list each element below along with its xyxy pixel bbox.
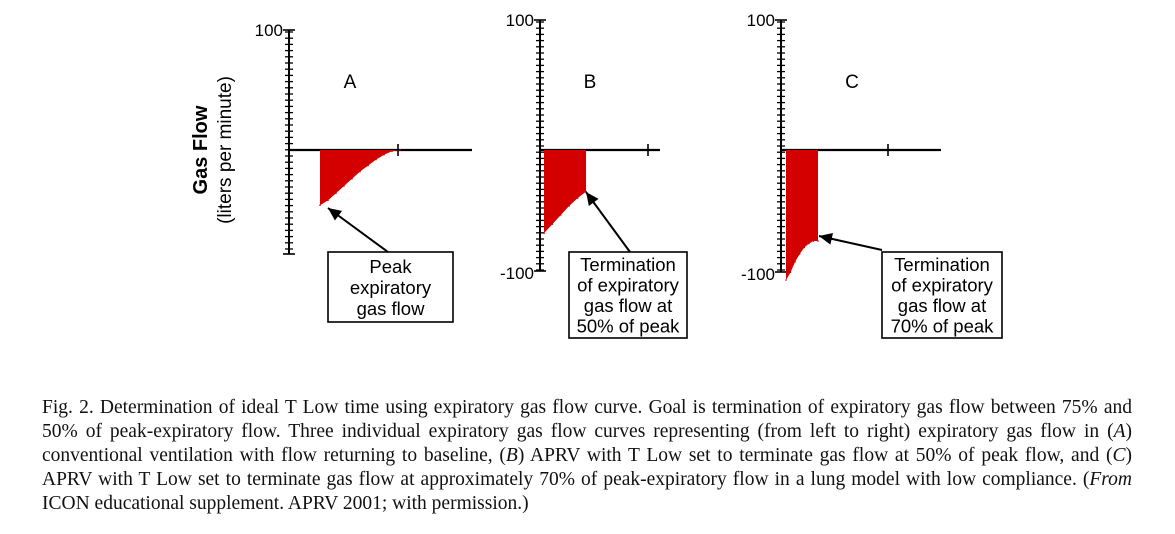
annotation-text: Termination xyxy=(580,254,676,275)
annotation-box xyxy=(327,251,454,323)
flow-point xyxy=(327,199,329,202)
flow-point xyxy=(367,164,369,167)
annotation-text: expiratory xyxy=(350,277,432,298)
flow-point xyxy=(808,242,810,245)
flow-point xyxy=(794,261,796,263)
arrow-head xyxy=(819,232,833,245)
flow-point xyxy=(789,271,792,274)
flow-point xyxy=(568,205,570,207)
flow-point xyxy=(812,240,815,242)
y-tick-label: 100 xyxy=(747,11,775,30)
annotation-box xyxy=(881,251,1003,339)
panel-label: B xyxy=(584,72,597,93)
y-axis-title-bold: Gas Flow xyxy=(190,105,212,194)
y-tick-label: 100 xyxy=(506,11,534,30)
arrow-head xyxy=(328,208,343,221)
flow-area xyxy=(320,150,400,206)
flow-point xyxy=(351,178,353,180)
caption-from: From xyxy=(1089,468,1132,490)
flow-point xyxy=(543,232,545,234)
flow-point xyxy=(785,279,787,281)
annotation-text: gas flow at xyxy=(898,295,986,316)
caption-text: ICON educational supplement. APRV 2001; … xyxy=(42,492,529,514)
figure-panels: Gas Flow (liters per minute) 100 A Peakexp… xyxy=(190,11,1003,339)
flow-point xyxy=(803,246,806,249)
caption-text: ) conventional ventilation with flow ret… xyxy=(42,420,1132,466)
flow-point xyxy=(375,158,377,161)
flow-point xyxy=(335,192,337,194)
annotation-text: of expiratory xyxy=(577,275,680,296)
annotation-text: of expiratory xyxy=(891,275,994,296)
caption-ref-b: B xyxy=(505,444,518,466)
caption-text: Fig. 2. Determination of ideal T Low tim… xyxy=(42,396,1132,442)
y-tick-label: -100 xyxy=(741,265,775,284)
y-axis-title: Gas Flow (liters per minute) xyxy=(190,76,236,224)
panel-label: C xyxy=(845,72,859,93)
annotation-box xyxy=(568,251,688,339)
annotation-text: 70% of peak xyxy=(891,316,995,337)
y-tick-label: -100 xyxy=(500,264,534,283)
annotation-text: 50% of peak xyxy=(577,316,681,337)
flow-point xyxy=(383,154,385,156)
annotation-text: gas flow at xyxy=(584,295,672,316)
panel-label: A xyxy=(344,72,357,93)
caption-text: ) APRV with T Low set to terminate gas f… xyxy=(42,444,1132,490)
flow-point xyxy=(560,214,562,216)
annotation-text: Peak xyxy=(369,256,412,277)
y-tick-label: 100 xyxy=(255,21,283,40)
flow-point xyxy=(551,223,554,225)
flow-point xyxy=(391,150,393,152)
flow-point xyxy=(817,240,819,242)
flow-point xyxy=(399,149,401,151)
flow-point xyxy=(343,185,345,187)
y-axis-title-sub: (liters per minute) xyxy=(215,76,236,224)
caption-text: ) APRV with T Low set to terminate gas f… xyxy=(517,444,1113,466)
flow-point xyxy=(576,197,579,199)
flow-point xyxy=(798,253,801,255)
arrow-head xyxy=(586,192,599,207)
figure-caption: Fig. 2. Determination of ideal T Low tim… xyxy=(42,396,1132,516)
caption-ref-a: A xyxy=(1113,420,1126,442)
flow-area xyxy=(786,150,818,280)
flow-point xyxy=(319,204,321,206)
annotation-text: Termination xyxy=(894,254,990,275)
annotation-text: gas flow xyxy=(357,298,426,319)
flow-area xyxy=(544,150,586,234)
caption-ref-c: C xyxy=(1112,444,1126,466)
flow-point xyxy=(359,170,361,173)
